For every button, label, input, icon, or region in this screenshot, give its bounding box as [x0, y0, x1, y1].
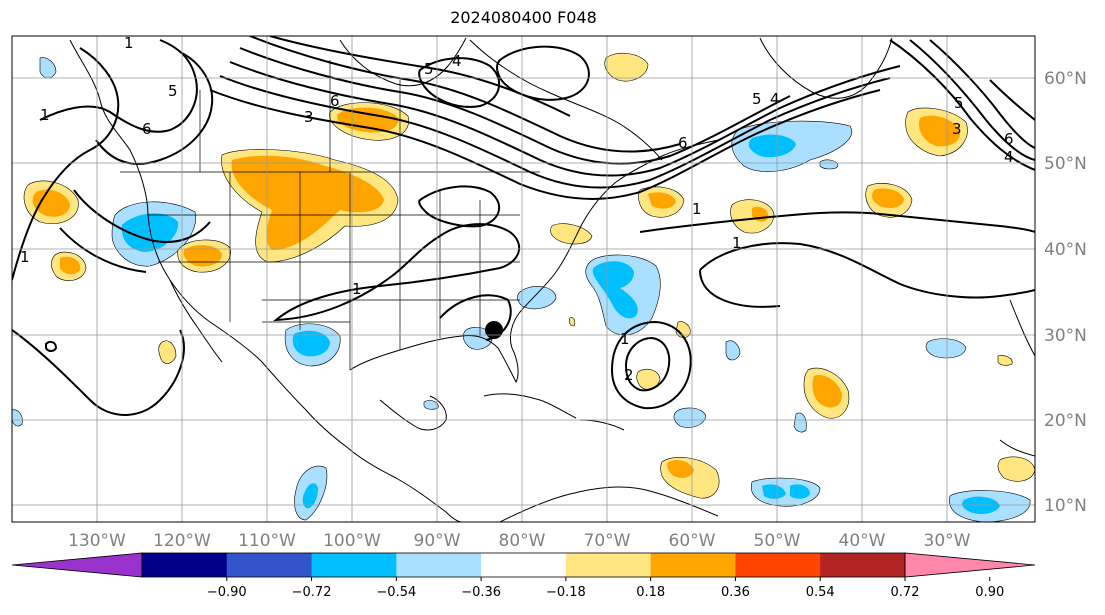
contour-label: 5 — [752, 90, 762, 108]
contour-label: 1 — [352, 280, 362, 298]
contour-label: 1 — [620, 330, 630, 348]
colorbar-extend-low — [11, 552, 143, 578]
colorbar-label: 0.72 — [891, 585, 920, 600]
lat-label: 40°N — [1044, 240, 1087, 260]
contour-label: 1 — [20, 248, 30, 266]
contour-label: 3 — [304, 108, 314, 126]
anomaly-shading — [12, 52, 1035, 522]
lon-label: 80°W — [499, 531, 546, 551]
contour-label: 4 — [452, 52, 462, 70]
colorbar-segment — [735, 553, 821, 577]
colorbar-segment — [396, 553, 482, 577]
contour-label: 1 — [692, 200, 702, 218]
colorbar-label: −0.36 — [461, 585, 501, 600]
contour-label: 5 — [168, 82, 178, 100]
colorbar-label: 0.90 — [975, 585, 1004, 600]
colorbar-label: 0.36 — [721, 585, 750, 600]
lon-label: 120°W — [153, 531, 211, 551]
graticule — [12, 36, 1035, 522]
lon-label: 50°W — [754, 531, 801, 551]
map-title: 2024080400 F048 — [450, 8, 597, 27]
lat-label: 30°N — [1044, 326, 1087, 346]
colorbar-label: −0.90 — [207, 585, 247, 600]
contour-label: 1 — [732, 234, 742, 252]
lon-label: 130°W — [68, 531, 126, 551]
lon-label: 30°W — [924, 531, 971, 551]
storm-center-dot — [485, 321, 503, 339]
contour-label: 6 — [678, 134, 688, 152]
colorbar-label: 0.54 — [806, 585, 835, 600]
contour-label: 2 — [624, 366, 634, 384]
lat-label: 10°N — [1044, 496, 1087, 516]
contour-label: 4 — [1004, 148, 1014, 166]
colorbar-segment — [142, 553, 228, 577]
contour-label: 5 — [954, 94, 964, 112]
contour-label: 6 — [142, 120, 152, 138]
colorbar-label: 0.18 — [636, 585, 665, 600]
colorbar-segment — [565, 553, 652, 577]
contour-label: 1 — [40, 106, 50, 124]
colorbar-segment — [650, 553, 736, 577]
colorbar-label: −0.54 — [376, 585, 416, 600]
colorbar-segment — [481, 553, 567, 577]
colorbar-segment — [226, 553, 313, 577]
contour-label: 4 — [770, 90, 780, 108]
colorbar-extend-high — [904, 552, 1036, 578]
contour-label: 5 — [424, 60, 434, 78]
contour-label: 6 — [1004, 130, 1014, 148]
contour-label: 3 — [952, 120, 962, 138]
longitude-labels: 130°W 120°W 110°W 100°W 90°W 80°W 70°W 6… — [68, 531, 971, 551]
lon-label: 100°W — [323, 531, 381, 551]
colorbar-outline — [141, 552, 906, 578]
lon-label: 60°W — [669, 531, 716, 551]
contour-label: 6 — [330, 92, 340, 110]
colorbar-label: −0.72 — [292, 585, 332, 600]
colorbar-segment — [311, 553, 397, 577]
lat-label: 20°N — [1044, 411, 1087, 431]
lon-label: 40°W — [839, 531, 886, 551]
map-frame — [11, 35, 1036, 523]
lon-label: 90°W — [414, 531, 461, 551]
colorbar-label: −0.18 — [546, 585, 586, 600]
lon-label: 70°W — [584, 531, 631, 551]
contour-label-group: 1 5 6 1 3 6 5 4 5 4 6 1 1 1 5 3 6 4 1 2 … — [20, 34, 1014, 384]
lat-label: 60°N — [1044, 69, 1087, 89]
colorbar-segment — [820, 553, 906, 577]
lon-label: 110°W — [238, 531, 296, 551]
lat-label: 50°N — [1044, 154, 1087, 174]
latitude-labels: 60°N 50°N 40°N 30°N 20°N 10°N — [1044, 69, 1087, 516]
colorbar: −0.90 −0.72 −0.54 −0.36 −0.18 0.18 0.36 0.54 0.7… — [11, 552, 1036, 600]
political-boundaries — [120, 60, 540, 370]
contour-label: 1 — [124, 34, 134, 52]
coastlines — [69, 37, 1035, 522]
